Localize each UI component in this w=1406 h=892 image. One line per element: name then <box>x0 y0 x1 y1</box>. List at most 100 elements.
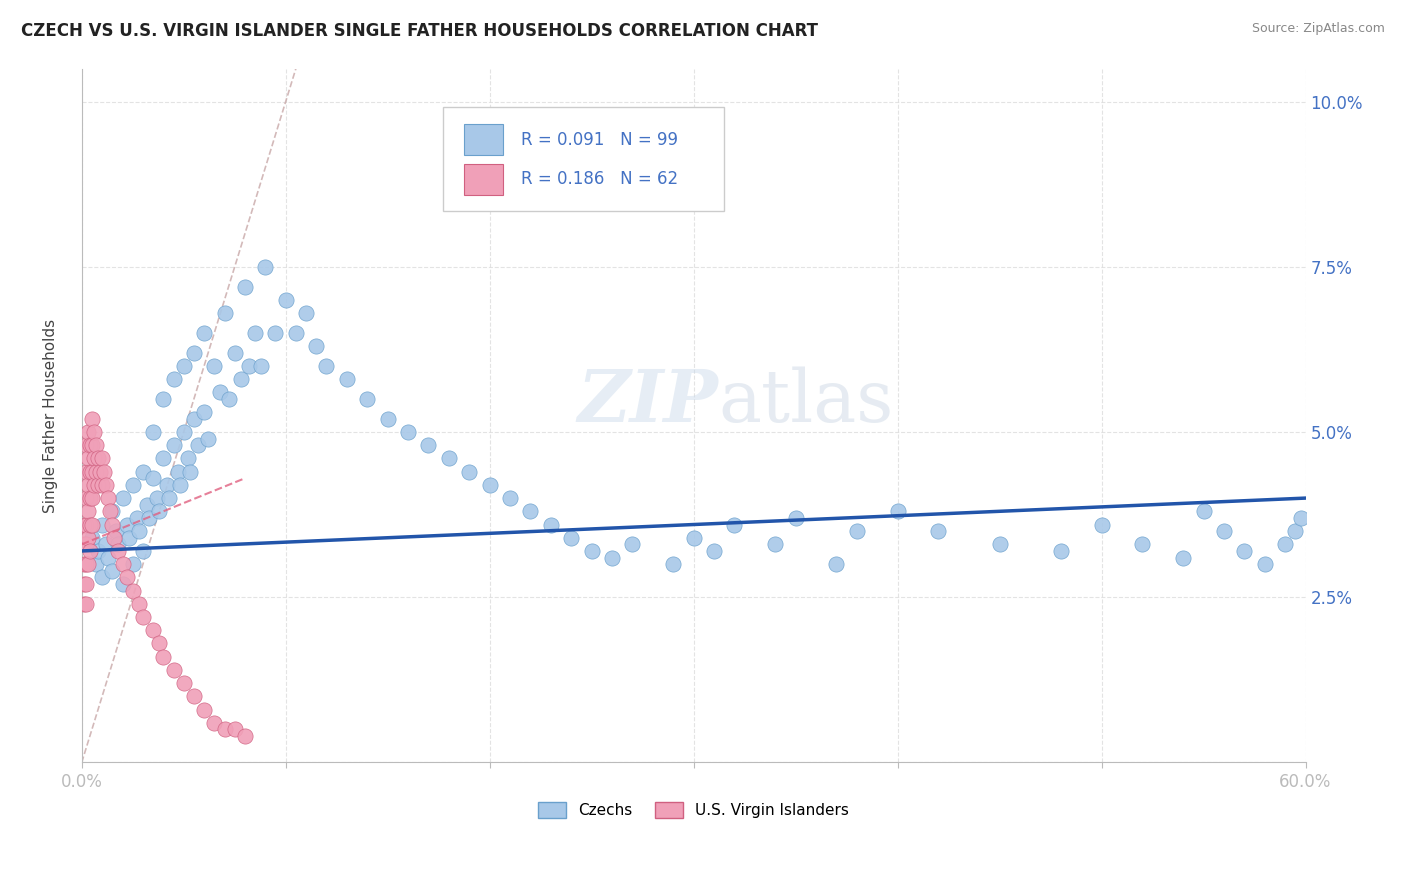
Point <box>173 359 195 373</box>
Point <box>560 531 582 545</box>
Point <box>1213 524 1236 538</box>
Point <box>83 478 105 492</box>
Legend: Czechs, U.S. Virgin Islanders: Czechs, U.S. Virgin Islanders <box>533 796 855 824</box>
Point <box>254 260 277 274</box>
Point <box>132 610 155 624</box>
Point <box>284 326 307 340</box>
Point <box>173 676 195 690</box>
Point <box>96 478 118 492</box>
Point <box>115 570 138 584</box>
Point <box>173 425 195 439</box>
Point <box>209 385 232 400</box>
Point <box>132 544 155 558</box>
Point <box>80 411 103 425</box>
Point <box>152 451 174 466</box>
Point <box>218 392 240 406</box>
Point <box>73 597 96 611</box>
FancyBboxPatch shape <box>443 107 724 211</box>
Point <box>80 438 103 452</box>
Point <box>193 405 215 419</box>
Point <box>152 392 174 406</box>
Point <box>138 511 160 525</box>
Point <box>1284 524 1306 538</box>
Point <box>156 478 179 492</box>
Point <box>377 411 399 425</box>
Point <box>87 478 110 492</box>
Point <box>79 544 101 558</box>
Point <box>79 438 101 452</box>
Point <box>478 478 501 492</box>
Point <box>91 451 114 466</box>
FancyBboxPatch shape <box>464 124 503 155</box>
Point <box>927 524 949 538</box>
Point <box>264 326 287 340</box>
Point <box>111 491 134 505</box>
Point <box>79 517 101 532</box>
Point <box>142 471 165 485</box>
Point <box>723 517 745 532</box>
Point <box>519 504 541 518</box>
Point <box>105 524 128 538</box>
Point <box>117 531 139 545</box>
Point <box>162 438 184 452</box>
Point <box>96 537 118 551</box>
Point <box>1049 544 1071 558</box>
Point <box>825 557 848 571</box>
Point <box>73 577 96 591</box>
Point <box>97 550 120 565</box>
Point <box>169 478 191 492</box>
Point <box>83 451 105 466</box>
Point <box>152 649 174 664</box>
Point <box>101 504 124 518</box>
Point <box>128 597 150 611</box>
Point <box>1274 537 1296 551</box>
Text: R = 0.091   N = 99: R = 0.091 N = 99 <box>522 130 678 149</box>
Point <box>202 715 225 730</box>
Point <box>75 491 97 505</box>
Text: ZIP: ZIP <box>578 366 718 437</box>
Point <box>183 411 205 425</box>
Point <box>103 531 125 545</box>
Point <box>233 279 256 293</box>
Point <box>79 465 101 479</box>
Point <box>97 491 120 505</box>
Point <box>101 517 124 532</box>
Point <box>84 438 107 452</box>
Point <box>187 438 209 452</box>
Point <box>785 511 807 525</box>
Point <box>356 392 378 406</box>
Text: R = 0.186   N = 62: R = 0.186 N = 62 <box>522 170 678 188</box>
Point <box>238 359 260 373</box>
Point <box>75 517 97 532</box>
Point <box>80 517 103 532</box>
Point <box>1291 511 1313 525</box>
Point <box>315 359 337 373</box>
Point <box>295 306 318 320</box>
Point <box>177 451 200 466</box>
Point <box>662 557 685 571</box>
Point <box>121 557 143 571</box>
Point <box>396 425 419 439</box>
Point <box>233 729 256 743</box>
Point <box>224 345 246 359</box>
Point <box>98 504 121 518</box>
Point <box>499 491 522 505</box>
Point <box>148 636 170 650</box>
Point <box>159 491 181 505</box>
Point <box>76 504 98 518</box>
Point <box>437 451 460 466</box>
Point <box>73 517 96 532</box>
Point <box>193 326 215 340</box>
Point <box>703 544 725 558</box>
Point <box>682 531 704 545</box>
Point <box>80 465 103 479</box>
Point <box>121 478 143 492</box>
Point <box>183 345 205 359</box>
Point <box>101 564 124 578</box>
Point <box>845 524 868 538</box>
Point <box>75 597 97 611</box>
Point <box>91 570 114 584</box>
Point <box>121 583 143 598</box>
Point <box>162 372 184 386</box>
Point <box>107 537 129 551</box>
